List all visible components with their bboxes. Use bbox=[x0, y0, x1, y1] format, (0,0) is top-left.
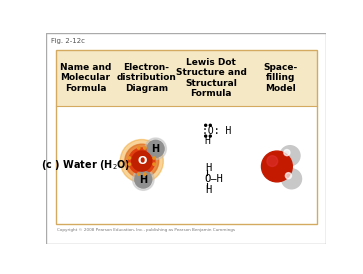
Text: H: H bbox=[205, 163, 211, 173]
Text: Copyright © 2008 Pearson Education, Inc., publishing as Pearson Benjamin Cumming: Copyright © 2008 Pearson Education, Inc.… bbox=[57, 228, 235, 232]
Circle shape bbox=[132, 169, 154, 190]
Circle shape bbox=[209, 124, 211, 126]
Text: Space-
filling
Model: Space- filling Model bbox=[264, 63, 298, 93]
Text: Electron-
distribution
Diagram: Electron- distribution Diagram bbox=[117, 63, 176, 93]
Text: :O: H: :O: H bbox=[202, 126, 231, 136]
Circle shape bbox=[129, 148, 155, 174]
Text: O: O bbox=[137, 156, 146, 166]
Circle shape bbox=[138, 147, 140, 149]
Text: Fig. 2-12c: Fig. 2-12c bbox=[51, 38, 85, 44]
Text: (c ) Water (H$_2$O): (c ) Water (H$_2$O) bbox=[41, 158, 130, 172]
Circle shape bbox=[125, 144, 159, 178]
Circle shape bbox=[205, 124, 207, 126]
Circle shape bbox=[135, 171, 152, 188]
Bar bbox=[56, 50, 317, 106]
Circle shape bbox=[153, 163, 155, 165]
Bar bbox=[56, 106, 317, 224]
Circle shape bbox=[280, 146, 300, 166]
Text: O—H: O—H bbox=[204, 174, 223, 184]
Text: H: H bbox=[152, 144, 160, 154]
Circle shape bbox=[144, 173, 146, 175]
Circle shape bbox=[138, 173, 140, 175]
Circle shape bbox=[144, 147, 146, 149]
Circle shape bbox=[132, 151, 152, 171]
Circle shape bbox=[145, 138, 166, 159]
Circle shape bbox=[128, 157, 131, 159]
Circle shape bbox=[261, 151, 292, 182]
Bar bbox=[56, 50, 317, 224]
Circle shape bbox=[128, 163, 131, 165]
Circle shape bbox=[285, 173, 291, 179]
Text: H: H bbox=[205, 185, 211, 195]
Circle shape bbox=[267, 156, 278, 167]
Circle shape bbox=[153, 157, 155, 159]
Text: H: H bbox=[204, 136, 210, 146]
Circle shape bbox=[120, 139, 163, 183]
Circle shape bbox=[209, 135, 211, 137]
Text: Lewis Dot
Structure and
Structural
Formula: Lewis Dot Structure and Structural Formu… bbox=[176, 58, 246, 98]
Circle shape bbox=[205, 135, 207, 137]
Circle shape bbox=[284, 150, 290, 156]
Circle shape bbox=[147, 140, 164, 157]
Circle shape bbox=[282, 169, 302, 189]
Text: Name and
Molecular
Formula: Name and Molecular Formula bbox=[60, 63, 111, 93]
Text: H: H bbox=[139, 175, 147, 185]
